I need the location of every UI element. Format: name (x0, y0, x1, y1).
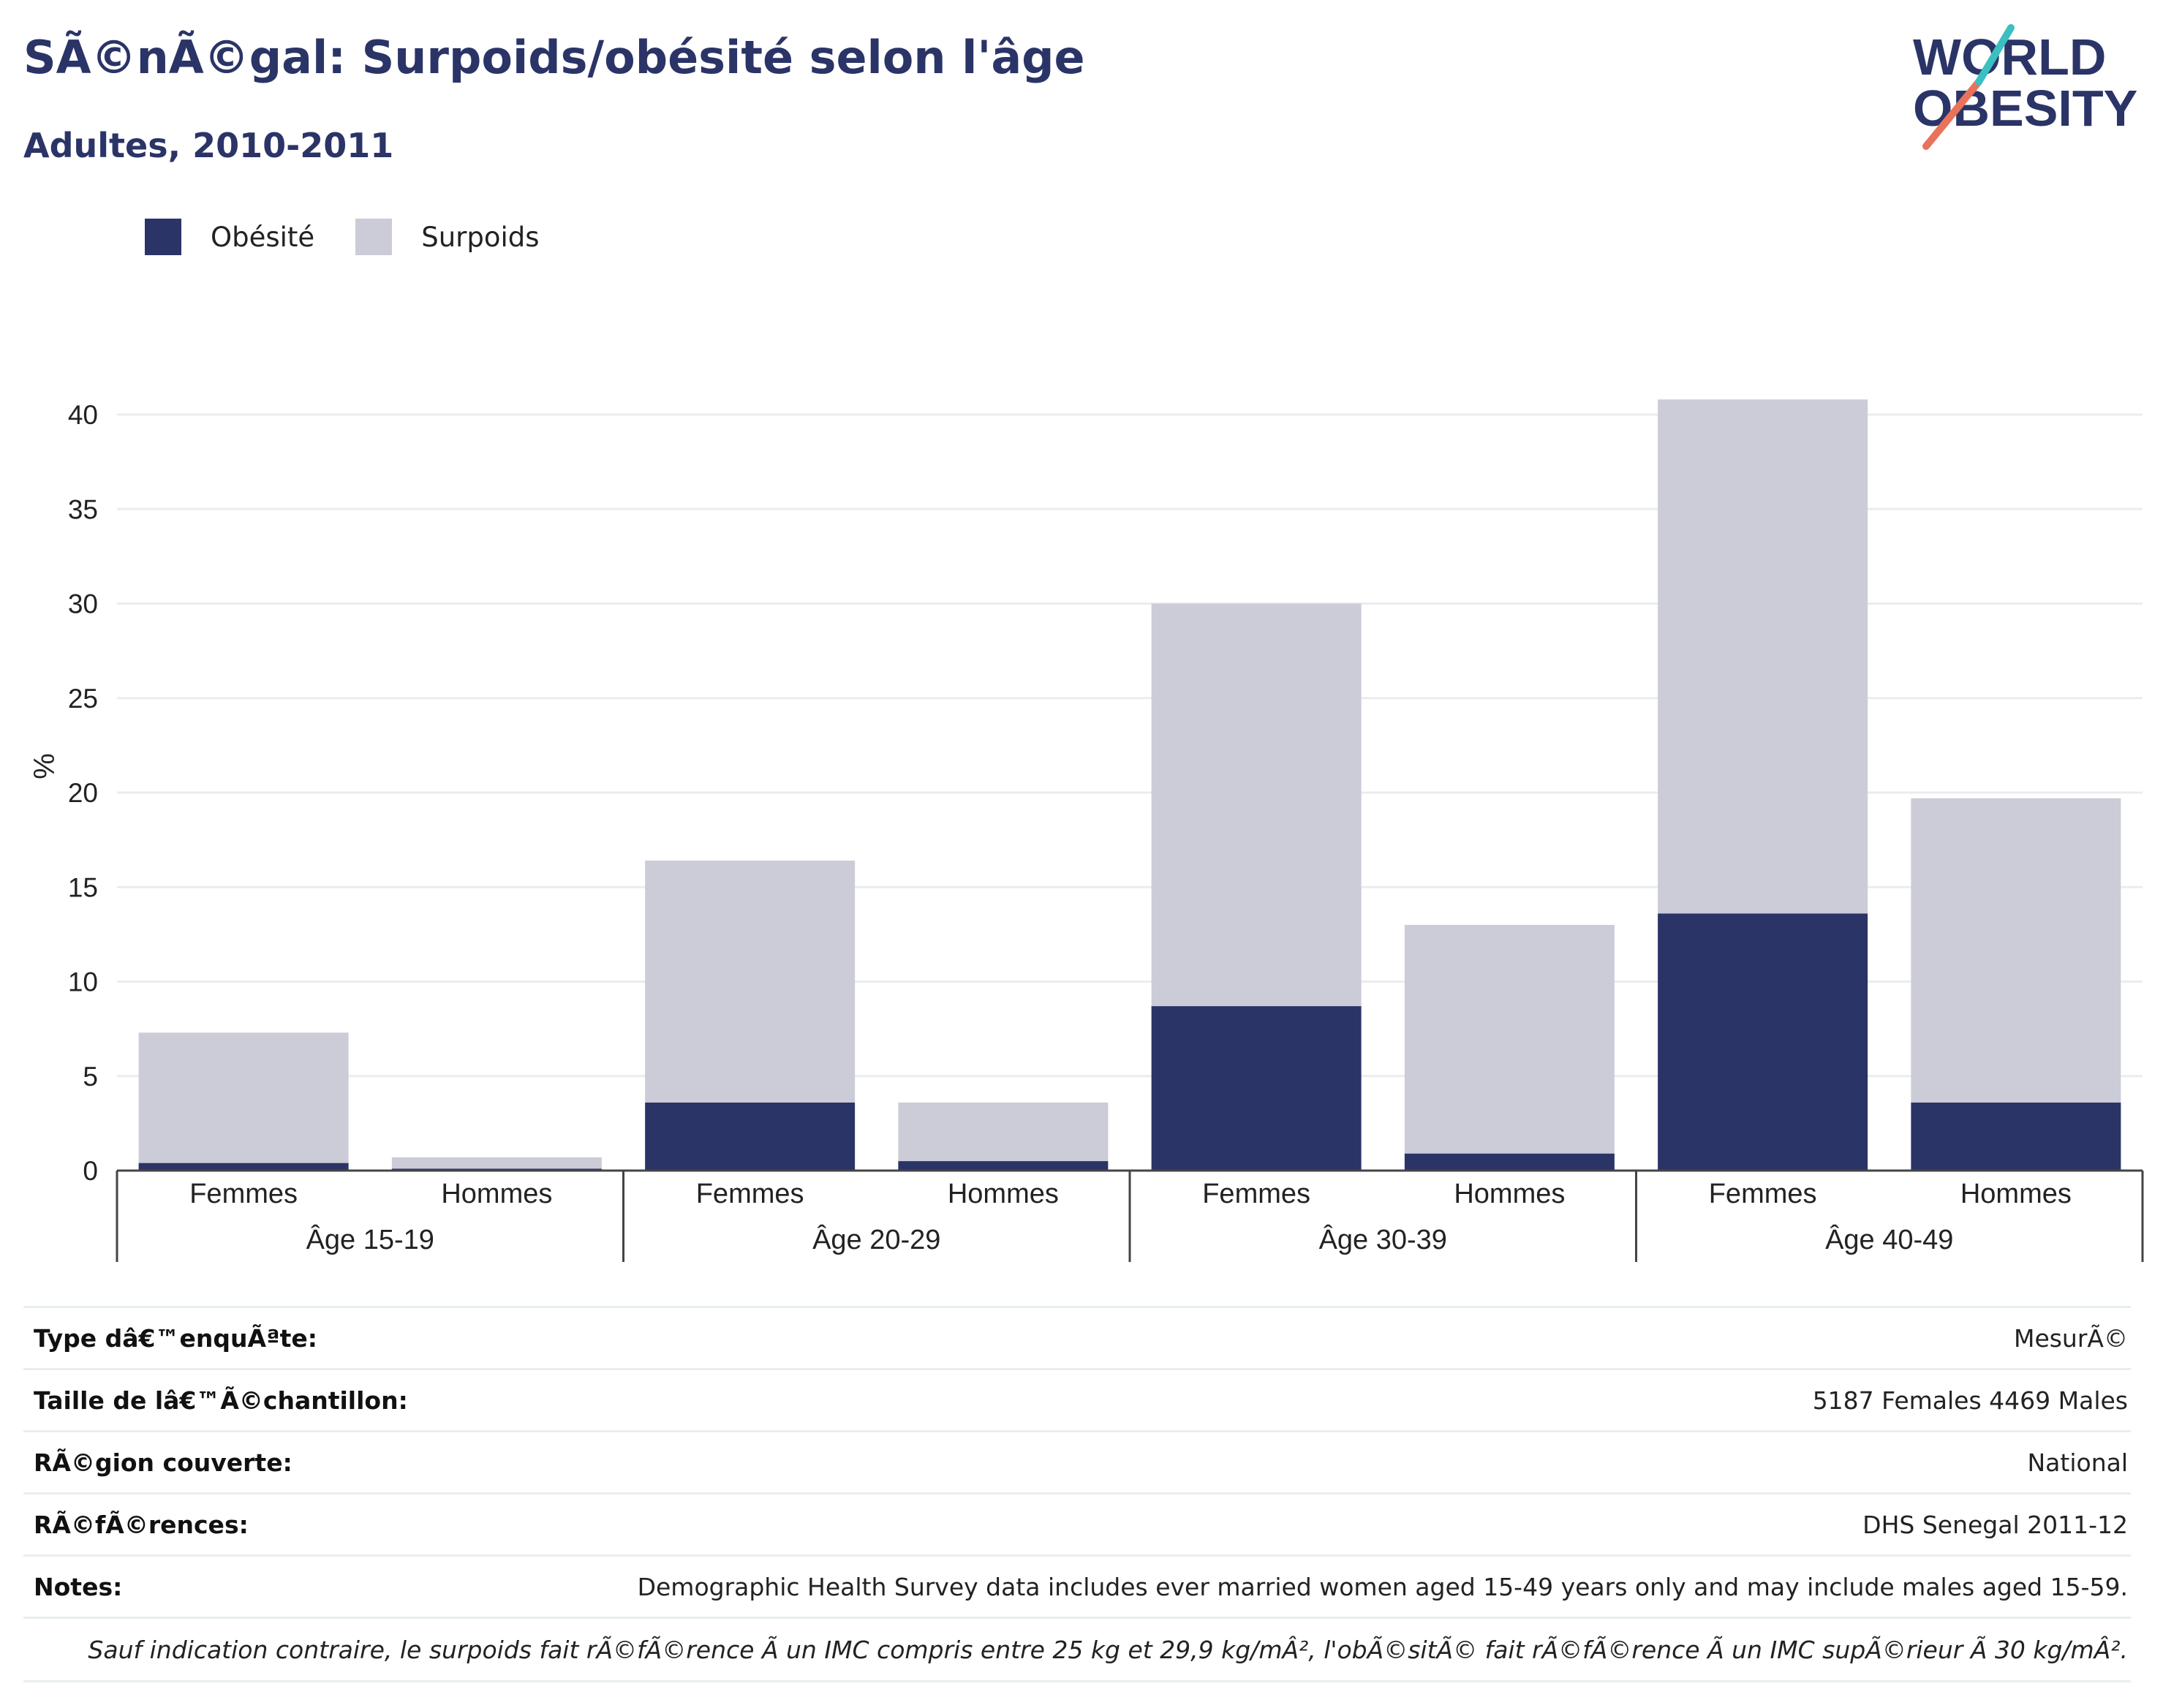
info-row-references: RÃ©fÃ©rences: DHS Senegal 2011-12 (23, 1492, 2131, 1554)
bar-obesite (1404, 1153, 1615, 1171)
info-label: RÃ©fÃ©rences: (34, 1510, 249, 1539)
bar-surpoids (1911, 798, 2121, 1103)
info-row-region: RÃ©gion couverte: National (23, 1430, 2131, 1492)
x-tick-label: Hommes (441, 1179, 552, 1209)
group-label: Âge 30-39 (1319, 1224, 1447, 1255)
bar-surpoids (1658, 399, 1868, 914)
y-tick-label: 5 (83, 1062, 98, 1092)
bar-obesite (1658, 913, 1868, 1171)
y-axis-label: % (29, 753, 61, 779)
legend-item-surpoids[interactable]: Surpoids (355, 219, 540, 255)
info-value: 5187 Females 4469 Males (1812, 1386, 2128, 1415)
info-row-survey-type: Type dâ€™enquÃªte: MesurÃ© (23, 1306, 2131, 1368)
stacked-bar-chart: 0 5 10 15 20 25 30 35 40% Femmes Hommes Femmes Homme… (29, 399, 2144, 1262)
bar-obesite (1151, 1006, 1362, 1171)
y-tick-label: 25 (68, 684, 98, 714)
bar-surpoids (391, 1157, 602, 1169)
y-tick-label: 35 (68, 494, 98, 524)
bar-surpoids (1151, 603, 1362, 1007)
x-tick-label: Hommes (948, 1179, 1059, 1209)
info-value: DHS Senegal 2011-12 (1862, 1510, 2128, 1539)
x-tick-label: Hommes (1960, 1179, 2072, 1209)
page-subtitle: Adultes, 2010-2011 (23, 126, 394, 165)
bar-obesite (898, 1161, 1109, 1171)
x-tick-label: Hommes (1454, 1179, 1565, 1209)
x-tick-label: Femmes (1709, 1179, 1817, 1209)
info-label: Type dâ€™enquÃªte: (34, 1323, 317, 1353)
page-title: SÃ©nÃ©gal: Surpoids/obésité selon l'âge (23, 31, 1085, 84)
group-label: Âge 40-49 (1825, 1224, 1953, 1255)
bar-obesite (1911, 1102, 2121, 1171)
info-row-notes: Notes: Demographic Health Survey data in… (23, 1554, 2131, 1617)
x-tick-label: Femmes (696, 1179, 804, 1209)
bar-obesite (138, 1163, 349, 1171)
y-tick-label: 30 (68, 589, 98, 619)
info-row-sample-size: Taille de lâ€™Ã©chantillon: 5187 Females… (23, 1368, 2131, 1430)
legend-label-obesite: Obésité (211, 221, 315, 253)
info-label: Notes: (34, 1572, 123, 1601)
bar-surpoids (138, 1032, 349, 1163)
info-label: RÃ©gion couverte: (34, 1448, 292, 1477)
definition-footnote: Sauf indication contraire, le surpoids f… (23, 1617, 2131, 1682)
legend-label-surpoids: Surpoids (421, 221, 540, 253)
svg-text:OBESITY: OBESITY (1913, 80, 2137, 137)
y-tick-label: 10 (68, 967, 98, 997)
bar-surpoids (1404, 924, 1615, 1154)
info-value: National (2027, 1448, 2128, 1477)
svg-text:WORLD: WORLD (1913, 29, 2106, 86)
y-tick-label: 20 (68, 778, 98, 808)
group-label: Âge 15-19 (306, 1224, 434, 1255)
bar-obesite (645, 1102, 856, 1171)
info-label: Taille de lâ€™Ã©chantillon: (34, 1386, 408, 1415)
legend-item-obesite[interactable]: Obésité (145, 219, 314, 255)
info-value: Demographic Health Survey data includes … (637, 1572, 2128, 1601)
bar-surpoids (645, 861, 856, 1103)
x-tick-label: Femmes (1202, 1179, 1310, 1209)
world-obesity-logo: WORLD OBESITY (1913, 24, 2137, 150)
chart-legend: Obésité Surpoids (145, 216, 581, 257)
group-label: Âge 20-29 (812, 1224, 940, 1255)
legend-swatch-obesite (145, 219, 181, 255)
y-tick-label: 15 (68, 872, 98, 902)
info-value: MesurÃ© (2013, 1323, 2128, 1353)
y-tick-label: 0 (83, 1156, 98, 1186)
x-tick-label: Femmes (189, 1179, 298, 1209)
legend-swatch-surpoids (355, 219, 393, 255)
bar-surpoids (898, 1102, 1109, 1162)
info-table: Type dâ€™enquÃªte: MesurÃ© Taille de lâ€… (23, 1306, 2131, 1682)
y-tick-label: 40 (68, 400, 98, 430)
